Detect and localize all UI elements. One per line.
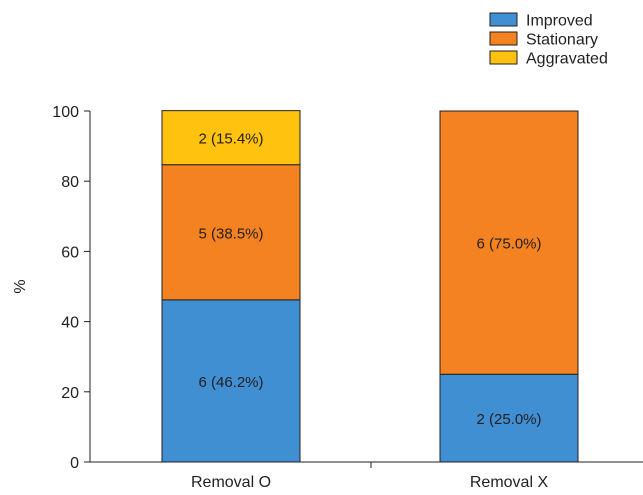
bar-segment-stationary — [439, 110, 579, 375]
plot-area: 0 20 40 60 80 100 6 (46.2%) 5 (38.5%) 2 (15.4%) R… — [52, 104, 643, 491]
legend-label-improved: Improved — [526, 13, 593, 30]
legend-label-stationary: Stationary — [526, 32, 598, 49]
bar-segment-stationary — [161, 164, 301, 301]
data-label: 2 (15.4%) — [198, 131, 263, 148]
y-tick-label: 0 — [70, 455, 79, 472]
data-label: 5 (38.5%) — [198, 225, 263, 242]
legend-swatch-stationary — [489, 31, 518, 46]
legend-swatch-aggravated — [489, 50, 518, 65]
data-label: 6 (75.0%) — [476, 236, 541, 253]
y-axis-label: % — [12, 279, 29, 293]
bar-segment-improved — [439, 373, 579, 463]
bar-segment-improved — [161, 299, 301, 463]
y-tick-label: 40 — [61, 315, 79, 332]
legend-swatch-improved — [489, 12, 518, 27]
legend-label-aggravated: Aggravated — [526, 51, 608, 68]
data-label: 6 (46.2%) — [198, 374, 263, 391]
x-category-label: Removal O — [191, 474, 271, 491]
bar-segment-aggravated — [161, 110, 301, 166]
y-tick-label: 60 — [61, 244, 79, 261]
y-tick-label: 80 — [61, 174, 79, 191]
y-tick-label: 100 — [52, 104, 79, 121]
x-category-label: Removal X — [470, 474, 549, 491]
legend: Improved Stationary Aggravated — [489, 12, 608, 68]
y-tick-label: 20 — [61, 385, 79, 402]
data-label: 2 (25.0%) — [476, 411, 541, 428]
